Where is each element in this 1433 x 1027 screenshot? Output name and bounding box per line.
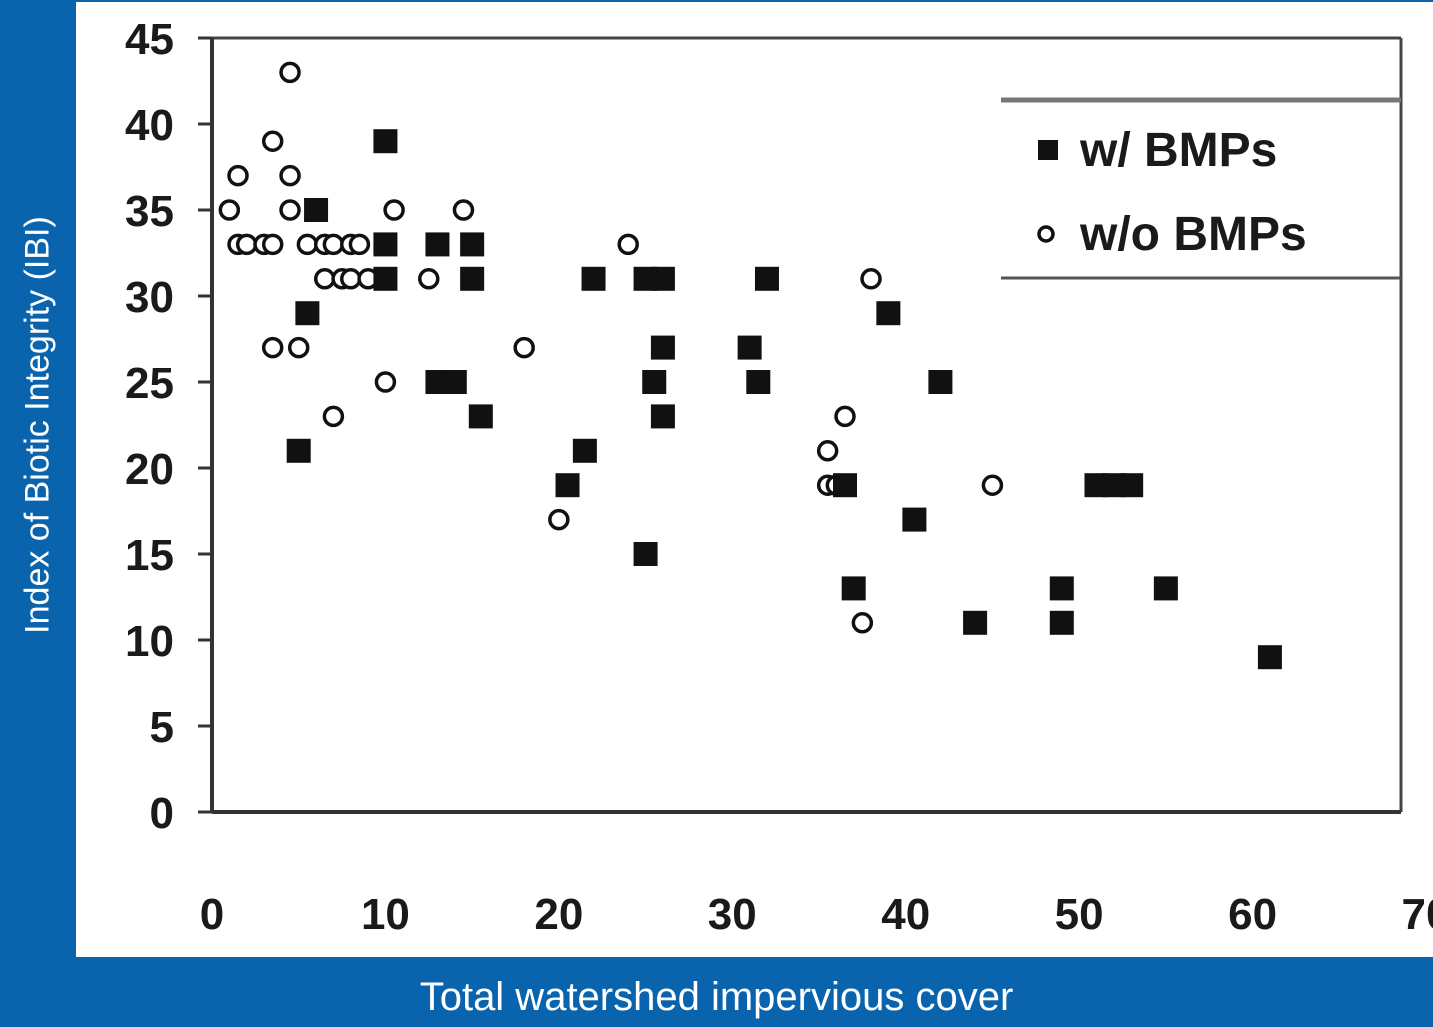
y-tick-label: 35 (125, 187, 174, 236)
x-tick-label: 50 (1055, 890, 1104, 939)
data-point-wo-bmps (313, 268, 336, 290)
data-point-w-bmps (1119, 473, 1144, 498)
chart-area: 0 5 10 15 20 25 30 35 40 45 0 10 20 30 40 50 60 70 w/ BM… (76, 2, 1433, 957)
data-point-w-bmps (373, 266, 398, 291)
data-point-w-bmps (650, 335, 675, 360)
data-point-wo-bmps (383, 199, 405, 221)
data-point-wo-bmps (235, 233, 258, 256)
y-tick-label: 20 (125, 445, 174, 494)
data-point-wo-bmps (418, 268, 440, 290)
data-point-wo-bmps (860, 268, 882, 290)
data-point-w-bmps (963, 610, 988, 635)
data-point-wo-bmps (261, 130, 284, 152)
data-point-w-bmps (841, 576, 866, 601)
x-tick-label: 30 (708, 890, 757, 939)
data-point-w-bmps (1049, 610, 1074, 635)
data-point-w-bmps (650, 266, 675, 291)
data-point-wo-bmps (261, 233, 284, 256)
data-point-wo-bmps (981, 474, 1004, 496)
x-tick-label: 60 (1228, 890, 1277, 939)
data-point-w-bmps (902, 507, 927, 532)
y-tick-label: 0 (150, 789, 174, 838)
y-axis-label: Index of Biotic Integrity (IBI) (18, 216, 57, 634)
legend-swatch-w-bmps (1038, 140, 1058, 160)
data-point-w-bmps (468, 404, 493, 429)
data-point-w-bmps (642, 370, 667, 394)
data-point-wo-bmps (227, 164, 249, 187)
data-point-wo-bmps (617, 233, 639, 256)
data-point-w-bmps (928, 370, 953, 394)
legend-label-w-bmps: w/ BMPs (1079, 124, 1277, 177)
data-point-w-bmps (1049, 576, 1074, 601)
data-point-w-bmps (425, 232, 450, 257)
legend-swatch-wo-bmps (1037, 225, 1055, 243)
data-point-wo-bmps (348, 233, 371, 256)
x-tick-label: 70 (1402, 890, 1433, 939)
data-point-wo-bmps (261, 336, 284, 359)
y-tick-label: 40 (125, 101, 174, 150)
data-point-wo-bmps (287, 336, 310, 359)
data-point-w-bmps (460, 232, 485, 257)
data-point-w-bmps (1257, 645, 1282, 670)
x-axis-label: Total watershed impervious cover (419, 975, 1014, 1019)
scatter-plot: 0 5 10 15 20 25 30 35 40 45 0 10 20 30 40 50 60 70 w/ BM… (125, 15, 1433, 939)
legend-label-wo-bmps: w/o BMPs (1079, 208, 1307, 261)
x-tick-label: 20 (534, 890, 583, 939)
data-point-w-bmps (737, 335, 762, 360)
data-point-wo-bmps (548, 508, 570, 531)
data-point-w-bmps (876, 301, 901, 326)
data-point-wo-bmps (279, 199, 301, 221)
data-point-wo-bmps (834, 405, 856, 428)
data-point-w-bmps (286, 438, 311, 463)
data-point-w-bmps (650, 404, 675, 429)
data-point-w-bmps (746, 370, 771, 394)
data-point-wo-bmps (322, 233, 345, 256)
data-point-w-bmps (460, 266, 485, 291)
data-point-wo-bmps (322, 405, 345, 428)
y-tick-label: 25 (125, 359, 174, 408)
data-point-w-bmps (373, 129, 398, 154)
y-tick-label: 30 (125, 273, 174, 322)
data-point-wo-bmps (851, 612, 874, 634)
data-point-wo-bmps (452, 199, 475, 221)
data-point-wo-bmps (279, 164, 301, 187)
y-tick-label: 45 (125, 15, 174, 64)
data-point-w-bmps (833, 473, 858, 498)
data-point-w-bmps (442, 370, 467, 394)
data-point-w-bmps (373, 232, 398, 257)
legend: w/ BMPs w/o BMPs (1001, 97, 1401, 280)
data-point-wo-bmps (279, 61, 301, 84)
data-point-w-bmps (555, 473, 580, 498)
y-tick-label: 10 (125, 617, 174, 666)
data-point-wo-bmps (296, 233, 319, 256)
data-point-w-bmps (304, 198, 329, 222)
data-point-w-bmps (633, 542, 658, 566)
data-point-w-bmps (754, 266, 779, 291)
data-point-w-bmps (572, 438, 597, 463)
x-tick-label: 40 (881, 890, 930, 939)
data-point-w-bmps (295, 301, 320, 326)
data-point-wo-bmps (218, 199, 241, 221)
x-tick-label: 10 (361, 890, 410, 939)
data-point-wo-bmps (374, 371, 397, 393)
data-point-wo-bmps (339, 268, 362, 290)
y-tick-label: 5 (150, 703, 174, 752)
data-point-wo-bmps (513, 336, 535, 359)
data-point-w-bmps (1153, 576, 1178, 601)
data-point-w-bmps (581, 266, 606, 291)
x-tick-label: 0 (200, 890, 224, 939)
data-point-wo-bmps (816, 440, 839, 462)
y-tick-label: 15 (125, 531, 174, 580)
